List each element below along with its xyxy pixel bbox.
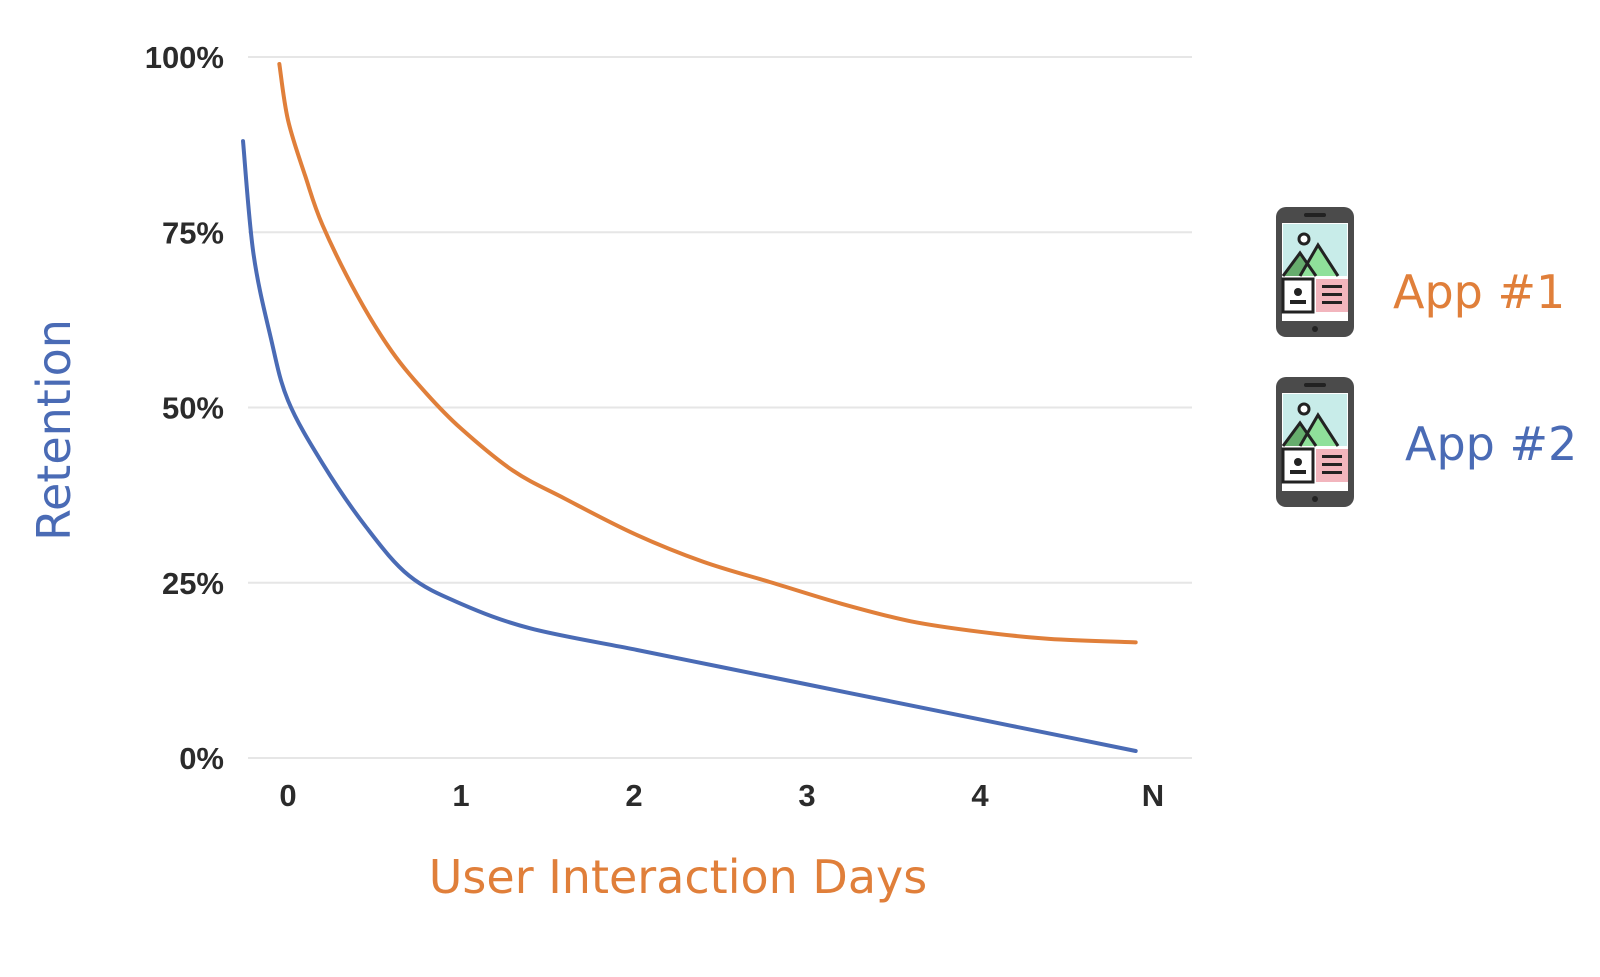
y-axis-ticks: 0% 25% 50% 75% 100%	[145, 40, 224, 776]
x-tick-label: 3	[798, 778, 815, 813]
series-line-app-2	[241, 139, 1138, 753]
x-tick-label: 2	[625, 778, 642, 813]
x-axis-ticks: 0 1 2 3 4 N	[279, 778, 1164, 813]
legend: App #1 App #2	[1276, 207, 1577, 507]
x-tick-label: N	[1142, 778, 1164, 813]
x-tick-label: 0	[279, 778, 296, 813]
x-tick-label: 4	[971, 778, 989, 813]
series-line-app-1	[277, 62, 1138, 645]
legend-label-app-1: App #1	[1393, 265, 1565, 319]
x-axis-title: User Interaction Days	[429, 850, 927, 904]
y-axis-title: Retention	[27, 319, 81, 541]
y-tick-label: 0%	[179, 741, 224, 776]
y-tick-label: 100%	[145, 40, 224, 75]
y-tick-label: 25%	[162, 566, 224, 601]
legend-item-app-1	[1276, 207, 1354, 337]
smartphone-icon	[1276, 207, 1354, 337]
smartphone-icon	[1276, 377, 1354, 507]
x-tick-label: 1	[452, 778, 469, 813]
y-tick-label: 75%	[162, 215, 224, 250]
legend-item-app-2	[1276, 377, 1354, 507]
gridlines	[248, 56, 1192, 759]
series-lines	[241, 62, 1138, 753]
legend-label-app-2: App #2	[1405, 417, 1577, 471]
y-tick-label: 50%	[162, 391, 224, 426]
